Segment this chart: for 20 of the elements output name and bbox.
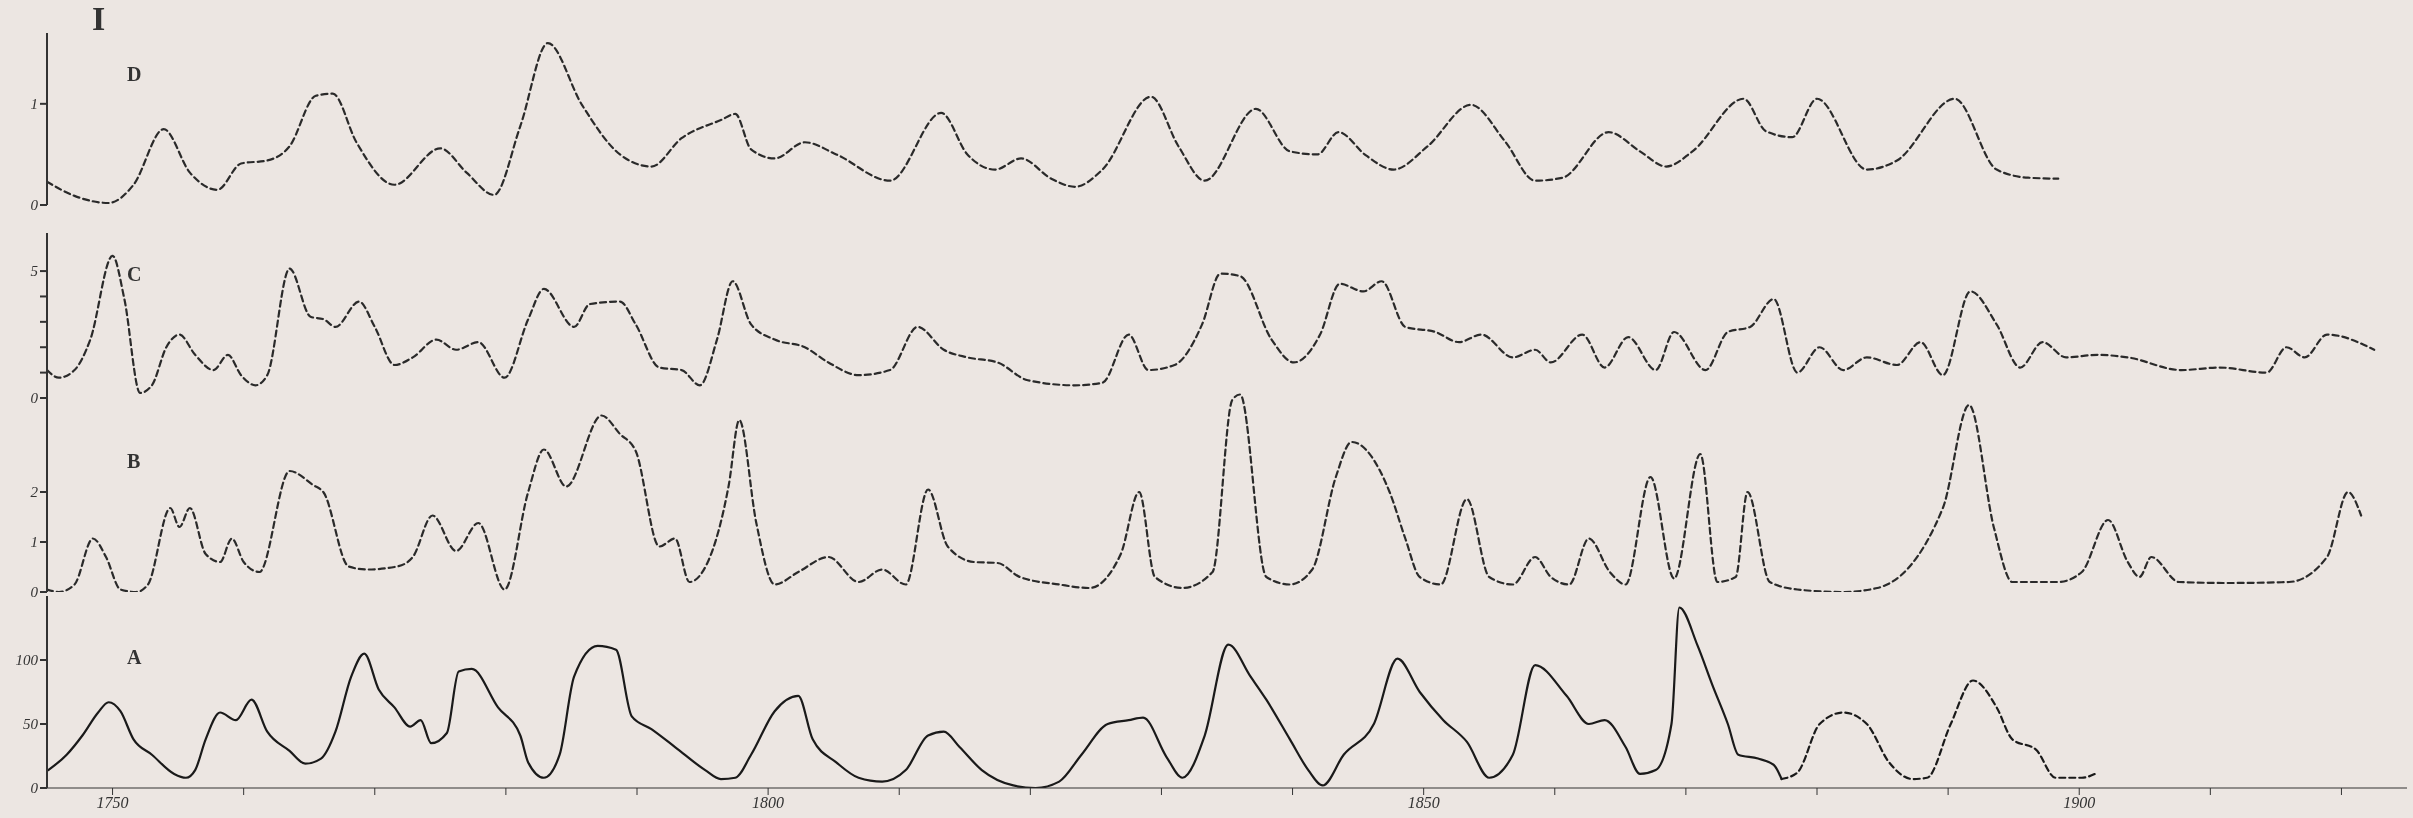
y-tick-label: 0 [30, 390, 39, 407]
y-tick-label: 1 [30, 534, 38, 551]
y-tick-label: 0 [30, 780, 39, 797]
annotation: C [127, 263, 142, 286]
x-tick-label: 1900 [2063, 794, 2096, 812]
y-tick-label: 2 [30, 484, 39, 501]
y-tick-label: 0 [30, 584, 39, 601]
x-tick-label: 1800 [752, 794, 785, 812]
y-tick-label: 50 [23, 716, 39, 733]
chart-title: I [92, 0, 106, 38]
y-tick-label: 0 [30, 197, 39, 214]
annotation: D [127, 63, 142, 86]
y-tick-label: 5 [30, 263, 39, 280]
line-series [47, 393, 2363, 592]
annotation: A [127, 646, 142, 669]
x-tick-label: 1850 [1407, 794, 1440, 812]
y-tick-label: 100 [15, 652, 39, 669]
x-tick-label: 1750 [96, 794, 129, 812]
y-tick-label: 1 [30, 96, 38, 113]
annotation: B [127, 450, 141, 473]
